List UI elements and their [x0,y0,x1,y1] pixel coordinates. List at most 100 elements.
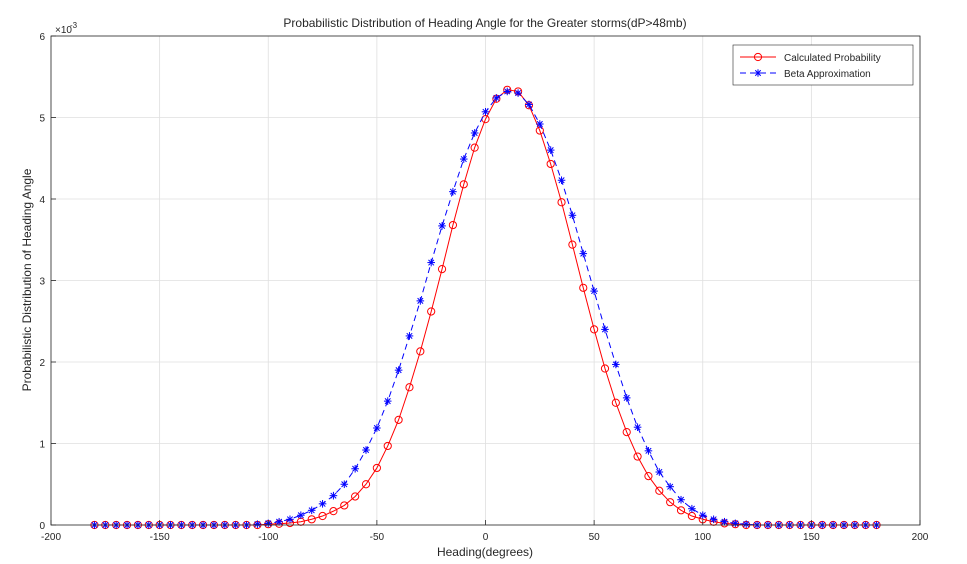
data-point [373,424,381,432]
data-point [481,107,490,116]
data-point [579,249,588,258]
y-exponent-base: ×10 [55,25,72,36]
data-point [525,100,533,109]
x-axis-label: Heading(degrees) [437,545,533,559]
y-exponent: ×10 -3 [55,21,78,36]
data-point [590,325,599,334]
data-point [492,94,501,102]
data-point [437,264,447,274]
data-point [394,415,403,424]
x-tick-label: -100 [258,532,278,543]
data-point [677,495,685,504]
data-point [633,423,642,431]
data-point [568,240,577,249]
data-point [307,506,316,515]
legend: Calculated Probability Beta Approximatio… [732,44,914,86]
x-tick-label: -50 [370,532,385,543]
data-point [676,506,686,515]
data-point [372,463,381,473]
data-point [601,325,609,334]
data-point [383,441,392,451]
y-tick-label: 0 [39,521,45,532]
data-point [666,482,674,491]
data-point [622,427,631,437]
data-point [503,87,512,96]
data-point [449,187,457,196]
data-point [612,360,620,369]
data-point [438,222,446,230]
legend-marker-beta [754,69,762,77]
data-point [448,220,458,230]
data-point [546,159,555,169]
data-point [698,511,707,520]
data-point [590,287,598,295]
data-point [362,446,370,454]
data-point [655,468,664,476]
data-point [416,347,425,356]
data-point [557,176,566,185]
data-point [514,89,522,97]
data-point [394,366,403,374]
data-point [329,507,338,516]
data-point [557,198,566,207]
ticks: -200 -150 -100 -50 0 50 100 150 200 0 1 2 3 4 5 6 [39,32,928,543]
x-tick-label: 50 [589,532,601,543]
x-tick-label: -150 [150,532,170,543]
data-point [709,515,718,524]
y-axis-label: Probabilistic Distribution of Heading An… [20,168,34,391]
y-tick-label: 3 [39,277,45,288]
data-point [536,120,544,128]
data-point [351,492,360,501]
legend-label-calculated: Calculated Probability [784,53,881,64]
y-exponent-power: -3 [70,21,78,30]
legend-star-glyph [754,69,762,77]
legend-box [732,44,914,86]
x-tick-label: 0 [483,532,489,543]
data-point [340,480,349,489]
y-tick-label: 2 [39,358,45,369]
data-point [351,464,359,473]
y-tick-label: 5 [39,114,45,125]
data-point [459,155,468,163]
data-point [286,515,294,524]
data-point [253,520,262,528]
data-point [383,397,392,405]
data-point [361,480,371,489]
x-tick-label: -200 [41,532,61,543]
data-point [427,258,435,267]
data-point [600,364,610,373]
data-point [307,515,316,524]
data-point [568,211,577,220]
data-point [579,283,588,292]
data-point [275,517,283,526]
y-tick-label: 6 [39,32,45,43]
data-point [297,511,305,520]
data-point [340,501,349,510]
data-point [318,500,327,508]
x-tick-label: 100 [694,532,711,543]
data-point [633,452,642,461]
data-point [611,398,620,407]
data-point [644,472,653,481]
data-point [546,146,555,154]
data-point [720,517,729,526]
x-tick-label: 200 [912,532,929,543]
data-point [470,143,479,152]
legend-marker-calculated [753,52,763,62]
data-point [644,447,653,455]
legend-label-beta: Beta Approximation [784,69,871,80]
data-point [470,129,479,137]
data-point [427,307,436,316]
x-tick-label: 150 [803,532,820,543]
data-point [666,498,675,507]
data-point [655,486,664,495]
data-point [731,519,740,528]
y-tick-label: 1 [39,440,45,451]
data-point [318,511,327,521]
data-point [688,504,696,513]
chart-title: Probabilistic Distribution of Heading An… [283,16,686,30]
data-point [405,383,414,392]
y-tick-label: 4 [39,195,45,206]
data-point [405,332,414,340]
